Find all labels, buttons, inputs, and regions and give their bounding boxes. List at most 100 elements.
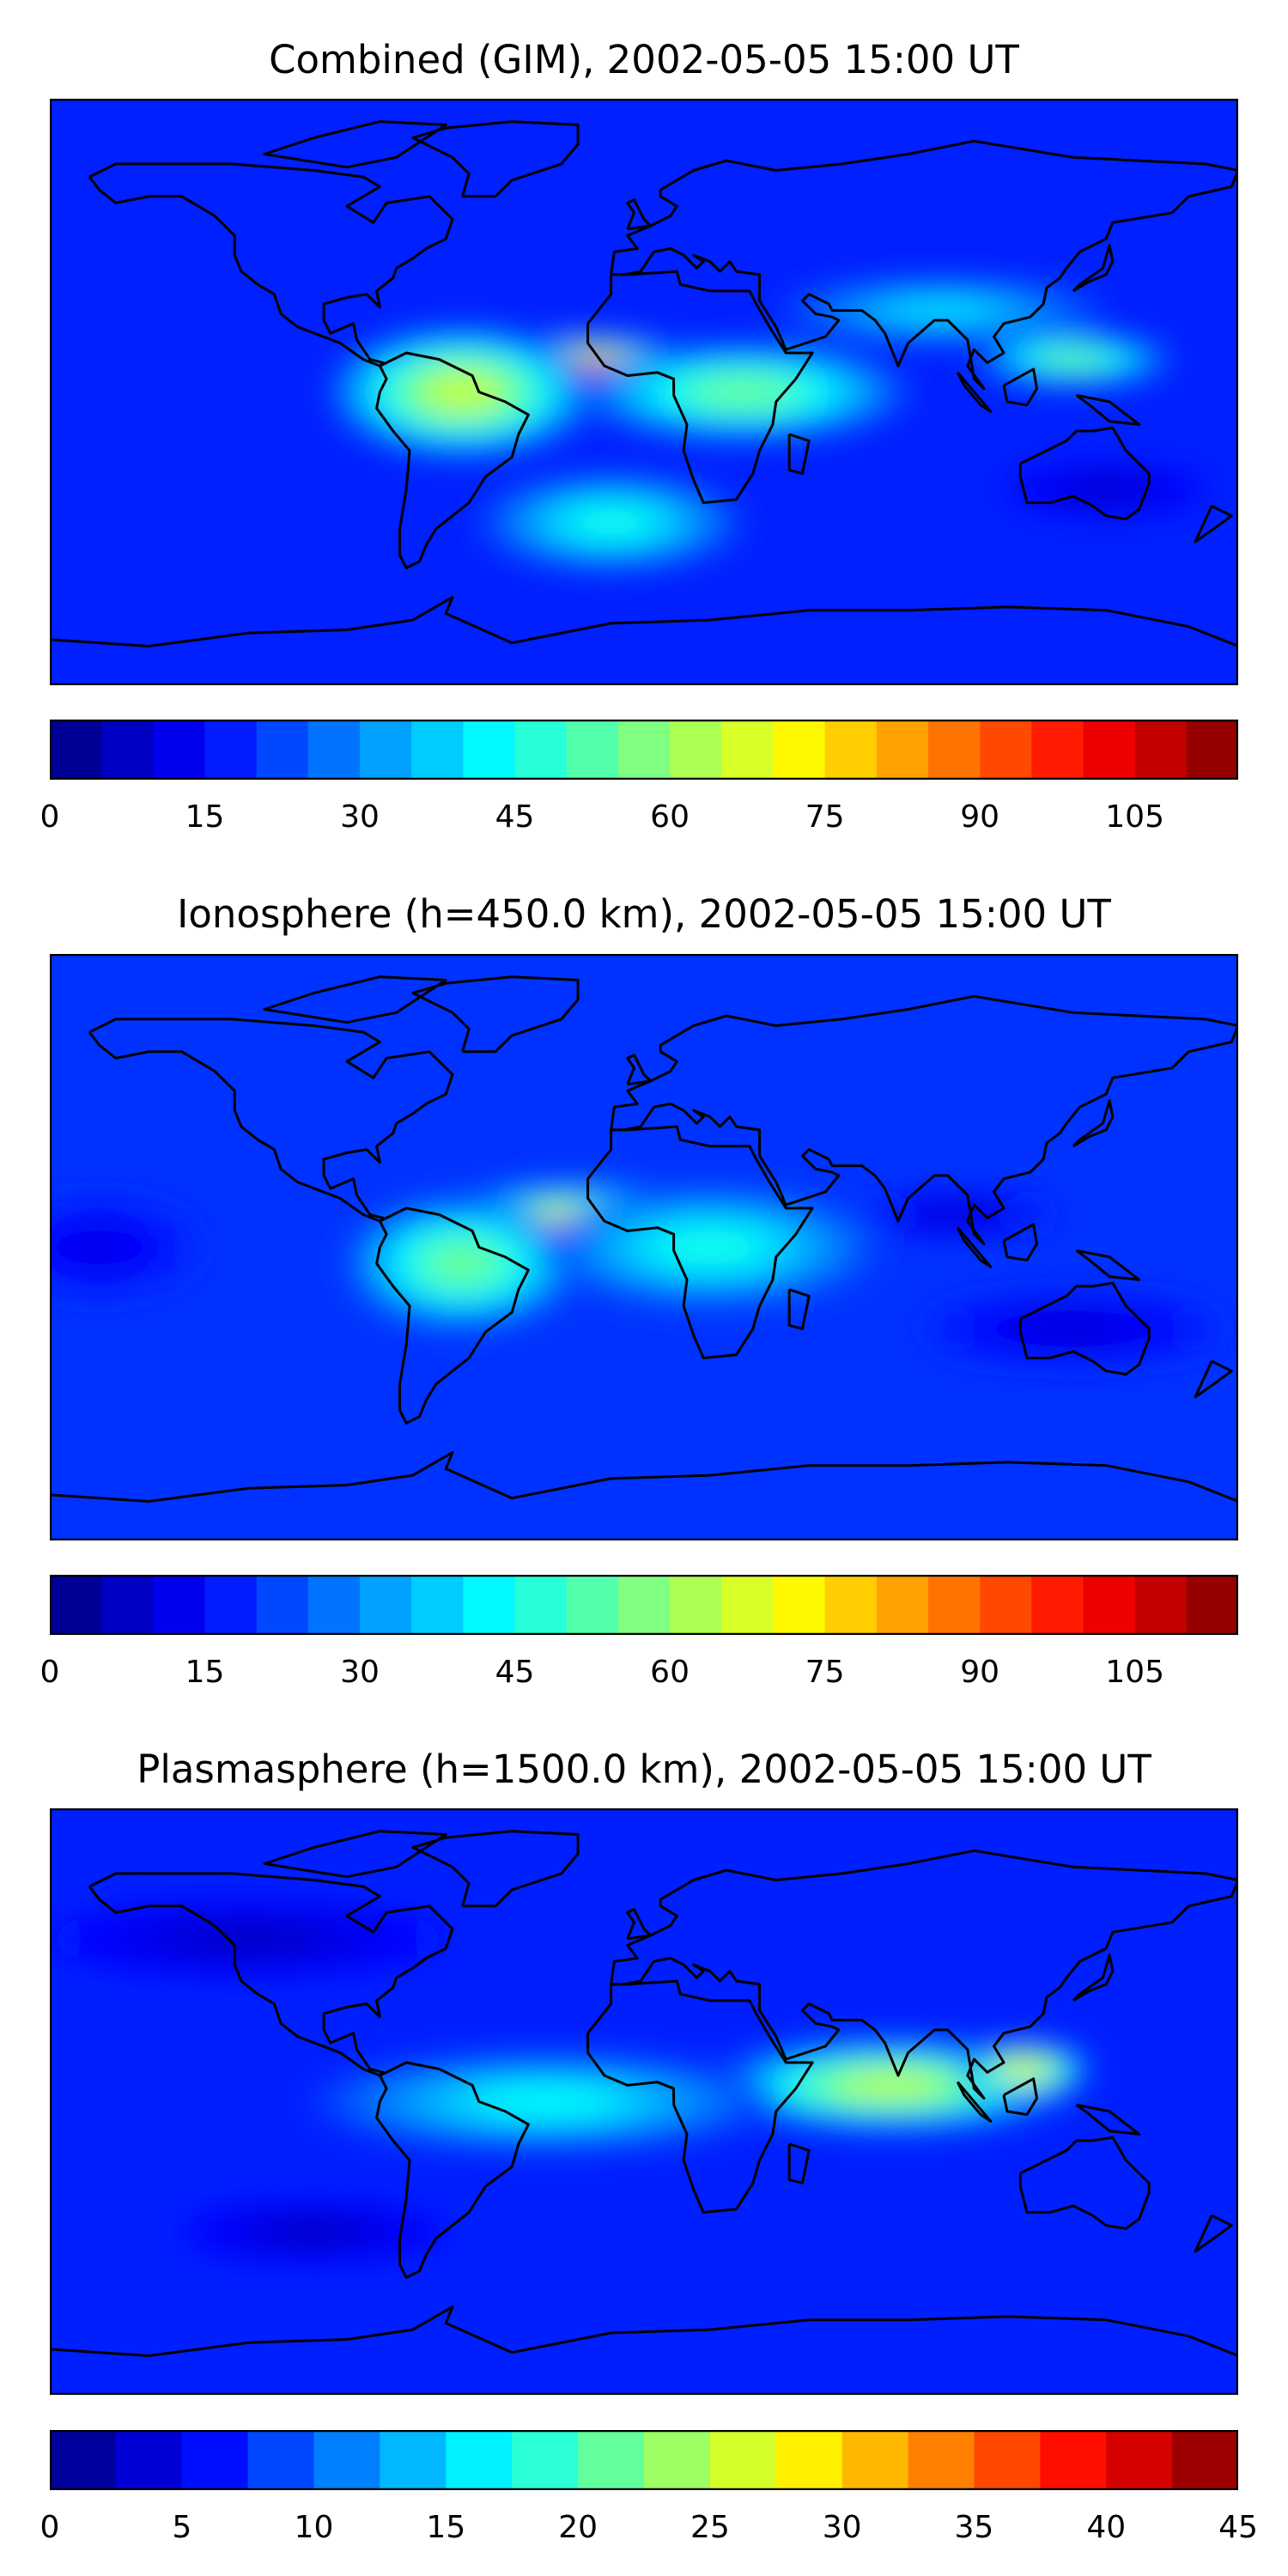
- coastline: [1072, 1953, 1115, 2002]
- colorbar-segment: [360, 720, 412, 780]
- coastline: [1002, 2077, 1038, 2117]
- colorbar-tick-label: 90: [960, 799, 1000, 835]
- coastline: [1075, 393, 1141, 426]
- tec-blob: [1044, 351, 1103, 368]
- coastline: [787, 1288, 811, 1330]
- coastline: [375, 2061, 530, 2279]
- colorbar-segment: [974, 2430, 1041, 2490]
- colorbar-segment: [101, 720, 154, 780]
- colorbar-ticks: 0 15 30 45 60 75 90 105: [40, 799, 1238, 841]
- colorbar-segment: [463, 720, 516, 780]
- colorbar-segment: [512, 2430, 579, 2490]
- coastline: [610, 1849, 1238, 2100]
- colorbar-segment: [980, 1575, 1032, 1635]
- coastline: [375, 351, 530, 569]
- colorbar-segment: [1172, 2430, 1238, 2490]
- tec-blob: [275, 2222, 353, 2242]
- colorbar-segment: [927, 1575, 981, 1635]
- colorbar-tick-label: 25: [690, 2510, 730, 2545]
- colorbar-segment: [775, 2430, 843, 2490]
- colorbar-segment: [617, 720, 671, 780]
- coastline: [626, 198, 653, 231]
- colorbar-segment: [1031, 720, 1084, 780]
- colorbar-segment: [514, 1575, 568, 1635]
- colorbar-segment: [908, 2430, 975, 2490]
- map-frame: [50, 1808, 1238, 2395]
- coastline: [1072, 1099, 1115, 1148]
- colorbar-segment: [566, 720, 619, 780]
- colorbar-segment: [313, 2430, 381, 2490]
- coastline: [1075, 1249, 1141, 1281]
- colorbar-segment: [50, 2430, 117, 2490]
- colorbar-tick-label: 15: [185, 1655, 225, 1690]
- colorbar-tick-label: 105: [1105, 1655, 1164, 1690]
- tec-map-plasmasphere: [50, 1808, 1238, 2395]
- colorbar-frame: [50, 720, 1238, 780]
- coastline: [88, 162, 454, 368]
- colorbar-ticks: 0 15 30 45 60 75 90 105: [40, 1654, 1238, 1697]
- tec-map-ionosphere: [50, 954, 1238, 1540]
- colorbar-frame: [50, 2430, 1238, 2490]
- colorbar-tick-label: 20: [558, 2510, 598, 2545]
- coastline: [787, 433, 811, 475]
- colorbar-segment: [1134, 720, 1188, 780]
- colorbar-segment: [1083, 720, 1136, 780]
- coastline: [50, 1451, 1238, 1503]
- coastline: [263, 1830, 447, 1879]
- colorbar-segment: [1083, 1575, 1136, 1635]
- colorbar-tick-label: 105: [1105, 799, 1164, 835]
- colorbar-segment: [101, 1575, 154, 1635]
- tec-blob: [695, 377, 792, 407]
- coastline: [1194, 504, 1233, 544]
- colorbar-tick-label: 60: [650, 1655, 690, 1690]
- colorbar-segment: [670, 720, 722, 780]
- colorbar-segment: [256, 1575, 309, 1635]
- colorbar-segment: [1106, 2430, 1173, 2490]
- map-title: Combined (GIM), 2002-05-05 15:00 UT: [269, 37, 1019, 82]
- colorbar-segment: [773, 1575, 826, 1635]
- coastline: [1002, 368, 1038, 407]
- coastline: [263, 120, 447, 169]
- coastline: [411, 120, 580, 198]
- colorbar-tick-label: 90: [960, 1655, 1000, 1690]
- tec-map-combined: [50, 99, 1238, 685]
- colorbar-segment: [980, 720, 1032, 780]
- colorbar-segment: [644, 2430, 711, 2490]
- colorbar-segment: [1186, 720, 1238, 780]
- colorbar-segment: [566, 1575, 619, 1635]
- tec-blob: [928, 1208, 987, 1221]
- colorbar-segment: [1040, 2430, 1107, 2490]
- colorbar-tick-label: 10: [294, 2510, 334, 2545]
- colorbar-segment: [181, 2430, 249, 2490]
- colorbar-segment: [50, 720, 102, 780]
- colorbar-plasmasphere: [50, 2430, 1238, 2490]
- coastline: [1018, 2136, 1151, 2230]
- colorbar-segment: [876, 720, 929, 780]
- tec-blob: [428, 1244, 496, 1283]
- colorbar-segment: [411, 720, 464, 780]
- colorbar-segment: [50, 1575, 102, 1635]
- colorbar-segment: [153, 1575, 206, 1635]
- colorbar-segment: [578, 2430, 645, 2490]
- colorbar-tick-label: 60: [650, 799, 690, 835]
- map-title: Ionosphere (h=450.0 km), 2002-05-05 15:0…: [177, 891, 1111, 937]
- coastline: [586, 270, 814, 504]
- tec-blob: [423, 373, 501, 411]
- tec-blob: [1077, 482, 1135, 498]
- colorbar-segment: [153, 720, 206, 780]
- colorbar-tick-label: 75: [805, 1655, 845, 1690]
- colorbar-tick-label: 15: [185, 799, 225, 835]
- coastline: [626, 1908, 653, 1941]
- colorbar-segment: [1186, 1575, 1238, 1635]
- tec-blob: [1004, 2061, 1043, 2077]
- colorbar-ticks: 0 5 10 15 20 25 30 35 40 45: [40, 2509, 1258, 2552]
- coastline: [263, 975, 447, 1024]
- tec-blob: [838, 2072, 945, 2099]
- colorbar-tick-label: 45: [495, 1655, 535, 1690]
- coastline: [1072, 244, 1115, 293]
- colorbar-tick-label: 0: [39, 799, 60, 835]
- coastline: [1018, 426, 1151, 520]
- coastline: [586, 1125, 814, 1359]
- colorbar-segment: [670, 1575, 722, 1635]
- colorbar-tick-label: 75: [805, 799, 845, 835]
